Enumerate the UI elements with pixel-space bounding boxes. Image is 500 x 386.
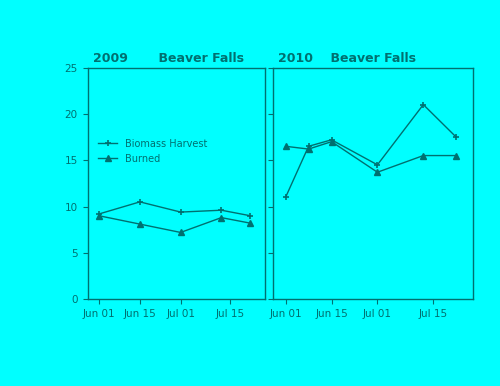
Text: 2010    Beaver Falls: 2010 Beaver Falls (278, 52, 416, 65)
Legend: Biomass Harvest, Burned: Biomass Harvest, Burned (94, 135, 212, 168)
Text: 2009       Beaver Falls: 2009 Beaver Falls (93, 52, 244, 65)
